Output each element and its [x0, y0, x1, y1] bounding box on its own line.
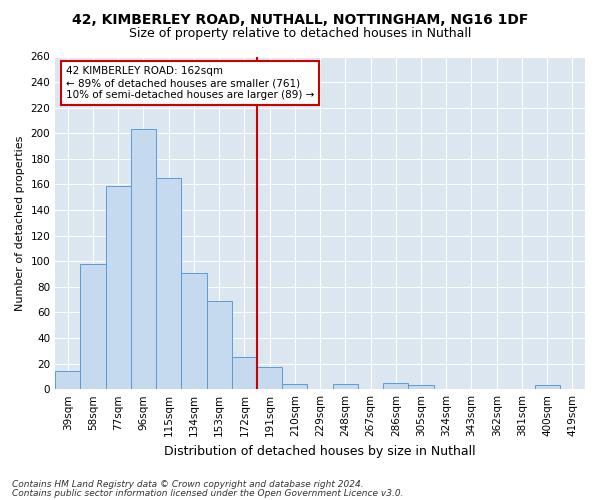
- Bar: [131, 130, 156, 389]
- Bar: [332, 384, 358, 389]
- Bar: [106, 186, 131, 389]
- X-axis label: Distribution of detached houses by size in Nuthall: Distribution of detached houses by size …: [164, 444, 476, 458]
- Bar: [55, 372, 80, 389]
- Bar: [156, 178, 181, 389]
- Text: 42 KIMBERLEY ROAD: 162sqm
← 89% of detached houses are smaller (761)
10% of semi: 42 KIMBERLEY ROAD: 162sqm ← 89% of detac…: [66, 66, 314, 100]
- Text: Contains HM Land Registry data © Crown copyright and database right 2024.: Contains HM Land Registry data © Crown c…: [12, 480, 364, 489]
- Text: Contains public sector information licensed under the Open Government Licence v3: Contains public sector information licen…: [12, 489, 404, 498]
- Bar: [232, 357, 257, 389]
- Bar: [282, 384, 307, 389]
- Bar: [257, 368, 282, 389]
- Bar: [535, 386, 560, 389]
- Bar: [206, 301, 232, 389]
- Bar: [181, 272, 206, 389]
- Text: 42, KIMBERLEY ROAD, NUTHALL, NOTTINGHAM, NG16 1DF: 42, KIMBERLEY ROAD, NUTHALL, NOTTINGHAM,…: [72, 12, 528, 26]
- Y-axis label: Number of detached properties: Number of detached properties: [15, 135, 25, 310]
- Bar: [383, 383, 409, 389]
- Bar: [409, 386, 434, 389]
- Text: Size of property relative to detached houses in Nuthall: Size of property relative to detached ho…: [129, 28, 471, 40]
- Bar: [80, 264, 106, 389]
